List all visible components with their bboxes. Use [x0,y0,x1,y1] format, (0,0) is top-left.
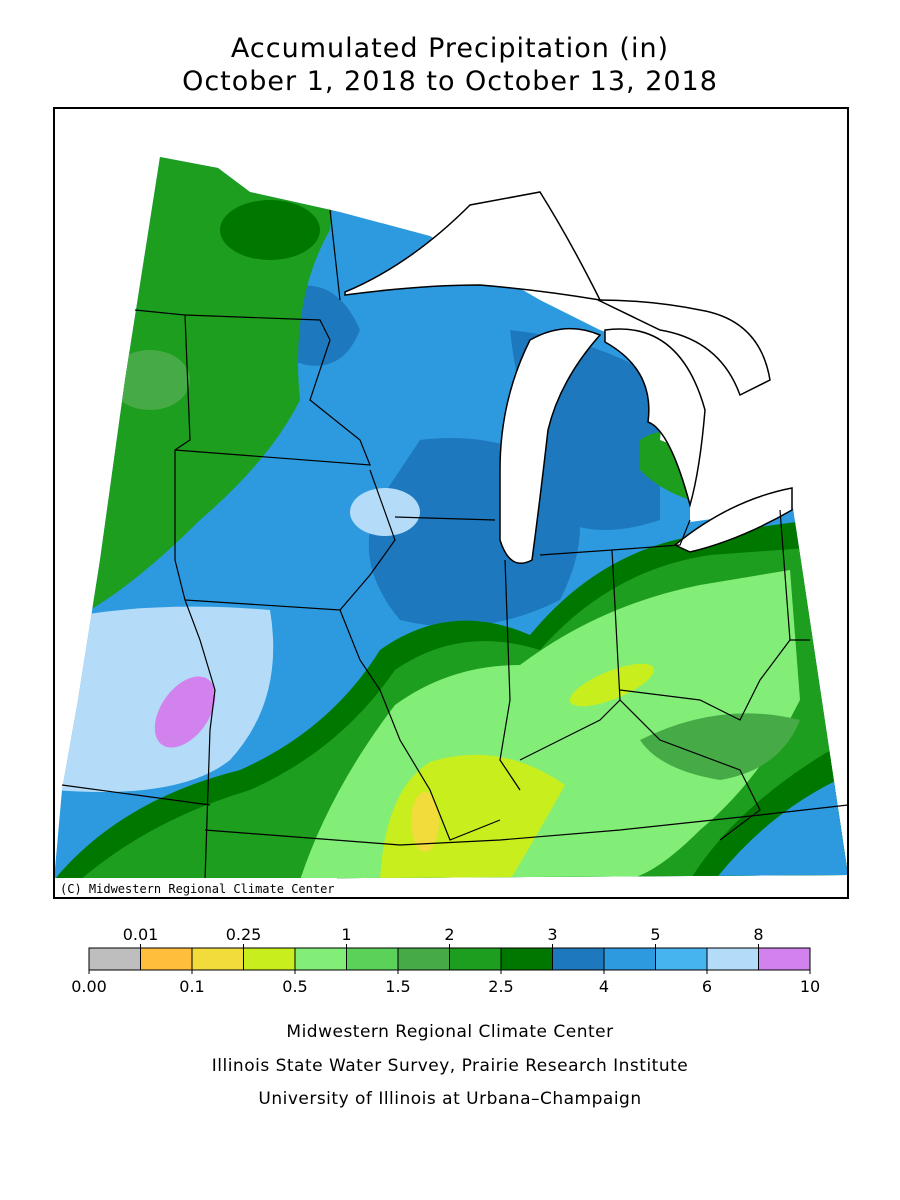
legend-swatch [655,947,708,971]
map-credit: (C) Midwestern Regional Climate Center [60,882,335,896]
legend-label: 4 [599,977,609,996]
ontario-shore [597,299,771,397]
legend-label: 3 [547,925,557,944]
map-frame [53,107,849,899]
footer-line: University of Illinois at Urbana–Champai… [258,1089,641,1109]
title-line: Accumulated Precipitation (in) [231,33,669,64]
legend-swatch [706,947,759,971]
lake-huron [604,328,706,508]
color-legend: 0.00 0.01 0.1 0.25 0.5 1 1.5 2 2.5 3 4 5 6 8 10 [71,925,820,996]
contour [569,663,655,707]
legend-label: 0.00 [71,977,107,996]
lake-michigan [499,327,602,564]
legend-swatch [397,947,450,971]
contour [110,350,190,410]
legend-label: 0.25 [226,925,262,944]
credit-box [55,878,337,897]
contour [220,200,320,260]
legend-swatch [500,947,553,971]
legend-label: 10 [800,977,820,996]
legend-swatch [88,947,141,971]
legend-swatch [758,947,811,971]
legend-swatch [449,947,502,971]
footer-line: Midwestern Regional Climate Center [286,1022,613,1042]
legend-label: 8 [753,925,763,944]
legend-label: 2 [444,925,454,944]
contour [154,676,216,748]
legend-label: 1 [341,925,351,944]
contour [54,606,274,792]
legend-swatch [346,947,399,971]
legend-swatch [552,947,605,971]
footer-line: Illinois State Water Survey, Prairie Res… [212,1056,688,1076]
legend-swatch [603,947,656,971]
contour [640,713,800,780]
legend-label: 1.5 [385,977,410,996]
title-line: October 1, 2018 to October 13, 2018 [182,66,718,97]
contour [715,775,848,880]
legend-swatch [243,947,296,971]
lakes [344,191,793,564]
legend-swatch [191,947,244,971]
state-borders [61,209,849,881]
lake-erie [673,487,793,553]
legend-swatch [294,947,347,971]
legend-swatch [140,947,193,971]
legend-label: 2.5 [488,977,513,996]
contour [411,792,439,852]
legend-label: 0.5 [282,977,307,996]
legend-label: 0.01 [123,925,159,944]
legend-label: 6 [702,977,712,996]
legend-label: 5 [650,925,660,944]
legend-label: 0.1 [179,977,204,996]
